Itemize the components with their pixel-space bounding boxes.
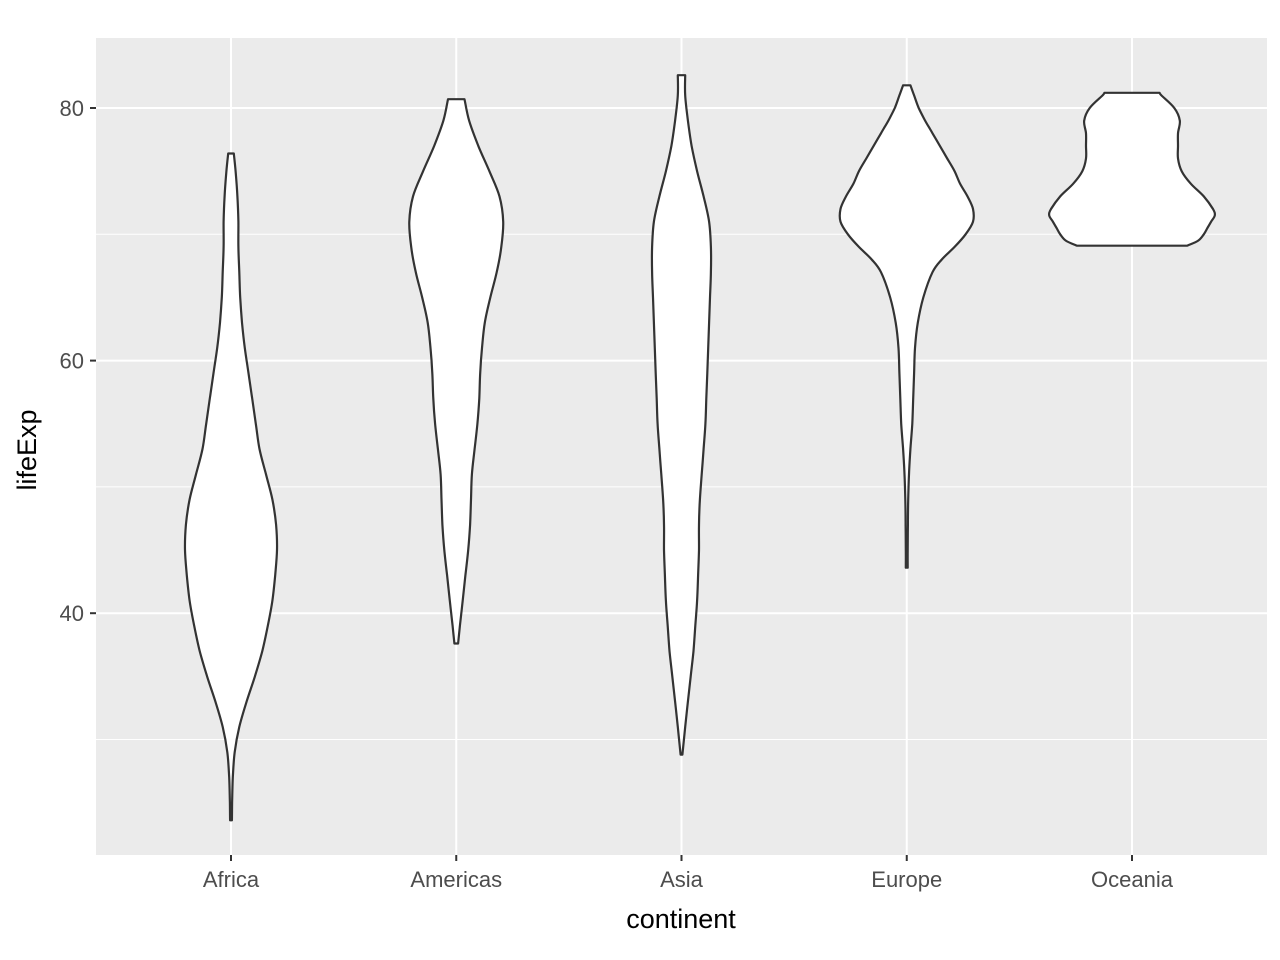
x-tick-label: Americas xyxy=(410,867,502,892)
y-tick-label: 80 xyxy=(60,96,84,121)
y-tick-label: 40 xyxy=(60,601,84,626)
violin-oceania xyxy=(1048,91,1216,247)
x-tick-label: Europe xyxy=(871,867,942,892)
x-tick-label: Asia xyxy=(660,867,704,892)
x-tick-label: Africa xyxy=(203,867,260,892)
violin-africa xyxy=(183,152,279,822)
violin-americas xyxy=(408,98,505,645)
x-tick-label: Oceania xyxy=(1091,867,1174,892)
y-tick-label: 60 xyxy=(60,349,84,374)
violin-asia xyxy=(650,74,713,756)
violins xyxy=(183,74,1216,822)
x-axis-title: continent xyxy=(626,904,736,934)
violin-europe xyxy=(838,84,975,569)
axes: 40 60 80 Africa Americas Asia Europe Oceania xyxy=(60,96,1174,892)
y-axis-title: lifeExp xyxy=(12,409,42,490)
